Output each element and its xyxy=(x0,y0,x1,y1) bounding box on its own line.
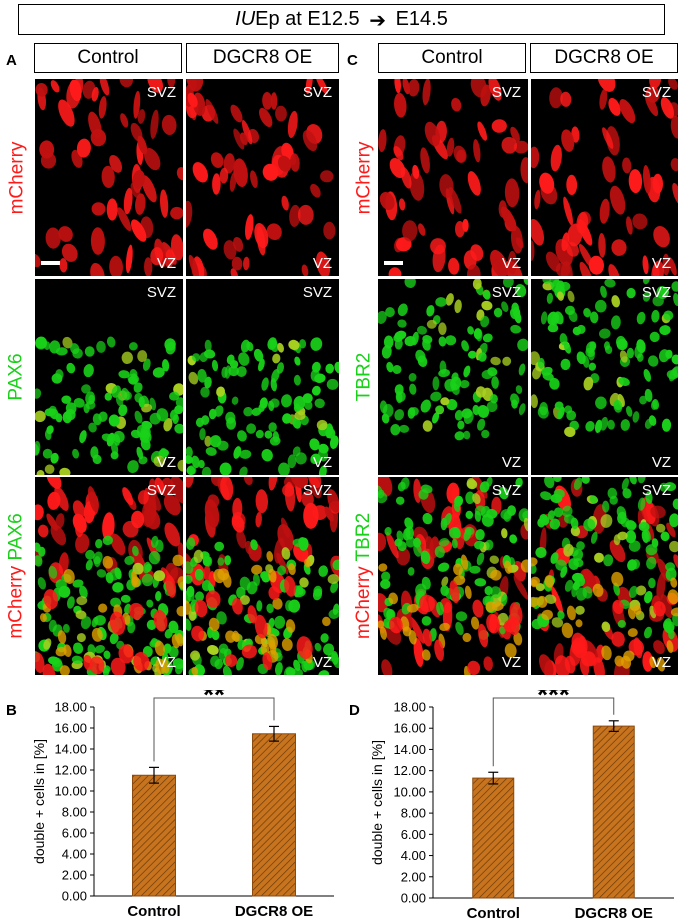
bar xyxy=(592,725,635,899)
significance-bracket xyxy=(492,697,615,767)
svz-label: SVZ xyxy=(491,482,521,499)
y-tick-label: 8.00 xyxy=(62,805,87,820)
y-tick-label: 18.00 xyxy=(54,700,87,715)
scale-bar xyxy=(41,261,60,265)
significance-stars: ** xyxy=(203,690,225,710)
panel-letter-b: B xyxy=(6,702,17,719)
svz-label: SVZ xyxy=(302,284,332,301)
micrograph-c-control-row1: SVZ VZ xyxy=(378,79,528,276)
significance-stars: *** xyxy=(537,690,570,710)
y-axis-label: double + cells in [%] xyxy=(31,739,47,864)
vz-label: VZ xyxy=(312,654,332,671)
vz-label: VZ xyxy=(312,255,332,272)
svz-label: SVZ xyxy=(641,84,671,101)
bar xyxy=(132,774,176,897)
title-rest: Ep at E12.5 xyxy=(255,8,360,30)
micrograph-a-oe-row3: SVZ VZ xyxy=(186,477,339,675)
panel-letter-d: D xyxy=(349,702,360,719)
vz-label: VZ xyxy=(501,255,521,272)
svz-label: SVZ xyxy=(641,284,671,301)
y-tick-label: 0.00 xyxy=(62,889,87,904)
x-tick-label: DGCR8 OE xyxy=(575,905,653,922)
panel-a-control-header: Control xyxy=(34,43,182,73)
vz-label: VZ xyxy=(156,454,176,471)
y-tick-label: 4.00 xyxy=(401,848,426,863)
svz-label: SVZ xyxy=(491,284,521,301)
y-tick-label: 6.00 xyxy=(401,827,426,842)
micrograph-a-control-row1: SVZ VZ xyxy=(35,79,183,276)
y-axis-label: double + cells in [%] xyxy=(369,740,385,865)
vz-label: VZ xyxy=(651,654,671,671)
vz-label: VZ xyxy=(501,654,521,671)
bar xyxy=(252,733,296,897)
y-tick-label: 6.00 xyxy=(62,826,87,841)
arrow-icon: ➔ xyxy=(369,7,387,32)
x-tick-label: DGCR8 OE xyxy=(235,903,313,920)
y-tick-label: 14.00 xyxy=(54,742,87,757)
panel-c-row2-label: TBR2 xyxy=(353,352,375,402)
title-italic: IU xyxy=(235,8,256,30)
x-tick-label: Control xyxy=(467,905,520,922)
y-tick-label: 16.00 xyxy=(393,721,426,736)
y-tick-label: 4.00 xyxy=(62,847,87,862)
y-tick-label: 2.00 xyxy=(401,869,426,884)
y-tick-label: 10.00 xyxy=(54,784,87,799)
y-tick-label: 12.00 xyxy=(54,763,87,778)
scale-bar xyxy=(384,261,403,265)
vz-label: VZ xyxy=(501,454,521,471)
y-tick-label: 14.00 xyxy=(393,742,426,757)
micrograph-a-control-row3: SVZ VZ xyxy=(35,477,183,675)
vz-label: VZ xyxy=(651,454,671,471)
micrograph-c-oe-row1: SVZ VZ xyxy=(531,79,678,276)
micrograph-c-oe-row2: SVZ VZ xyxy=(531,279,678,475)
micrograph-c-control-row3: SVZ VZ xyxy=(378,477,528,675)
vz-label: VZ xyxy=(156,654,176,671)
panel-a-row1-label: mCherry xyxy=(6,141,27,214)
vz-label: VZ xyxy=(312,454,332,471)
panel-letter-a: A xyxy=(6,52,17,69)
panel-a-row2-label: PAX6 xyxy=(6,353,27,401)
panel-a-row3-label: mCherry PAX6 xyxy=(6,513,27,639)
micrograph-a-control-row2: SVZ VZ xyxy=(35,279,183,475)
y-tick-label: 8.00 xyxy=(401,806,426,821)
panel-a-oe-header: DGCR8 OE xyxy=(186,43,339,73)
y-tick-label: 2.00 xyxy=(62,868,87,883)
y-tick-label: 0.00 xyxy=(401,891,426,906)
svz-label: SVZ xyxy=(302,482,332,499)
panel-c-row1-label: mCherry xyxy=(353,141,374,214)
panel-letter-c: C xyxy=(347,52,358,69)
panel-c-control-header: Control xyxy=(378,43,526,73)
vz-label: VZ xyxy=(156,255,176,272)
y-tick-label: 18.00 xyxy=(393,700,426,715)
svz-label: SVZ xyxy=(146,284,176,301)
significance-bracket xyxy=(153,697,275,762)
bar xyxy=(472,777,515,899)
panel-c-oe-header: DGCR8 OE xyxy=(530,43,678,73)
y-tick-label: 16.00 xyxy=(54,721,87,736)
x-tick-label: Control xyxy=(127,903,180,920)
panel-c-row3-label: mCherry TBR2 xyxy=(353,512,375,640)
micrograph-c-control-row2: SVZ VZ xyxy=(378,279,528,475)
title-end: E14.5 xyxy=(395,8,448,30)
vz-label: VZ xyxy=(651,255,671,272)
svz-label: SVZ xyxy=(491,84,521,101)
svz-label: SVZ xyxy=(302,84,332,101)
micrograph-a-oe-row2: SVZ VZ xyxy=(186,279,339,475)
y-tick-label: 10.00 xyxy=(393,784,426,799)
bar-chart-b: 0.00 2.00 4.00 6.00 8.00 10.00 12.00 14.00 16.00… xyxy=(31,690,334,920)
y-tick-label: 12.00 xyxy=(393,763,426,778)
micrograph-c-oe-row3: SVZ VZ xyxy=(531,477,678,675)
micrograph-a-oe-row1: SVZ VZ xyxy=(186,79,339,276)
svz-label: SVZ xyxy=(641,482,671,499)
svz-label: SVZ xyxy=(146,482,176,499)
figure-title: IU Ep at E12.5 ➔ E14.5 xyxy=(18,4,665,35)
bar-chart-d: 0.00 2.00 4.00 6.00 8.00 10.00 12.00 14.00 16.00… xyxy=(369,690,674,922)
svz-label: SVZ xyxy=(146,84,176,101)
